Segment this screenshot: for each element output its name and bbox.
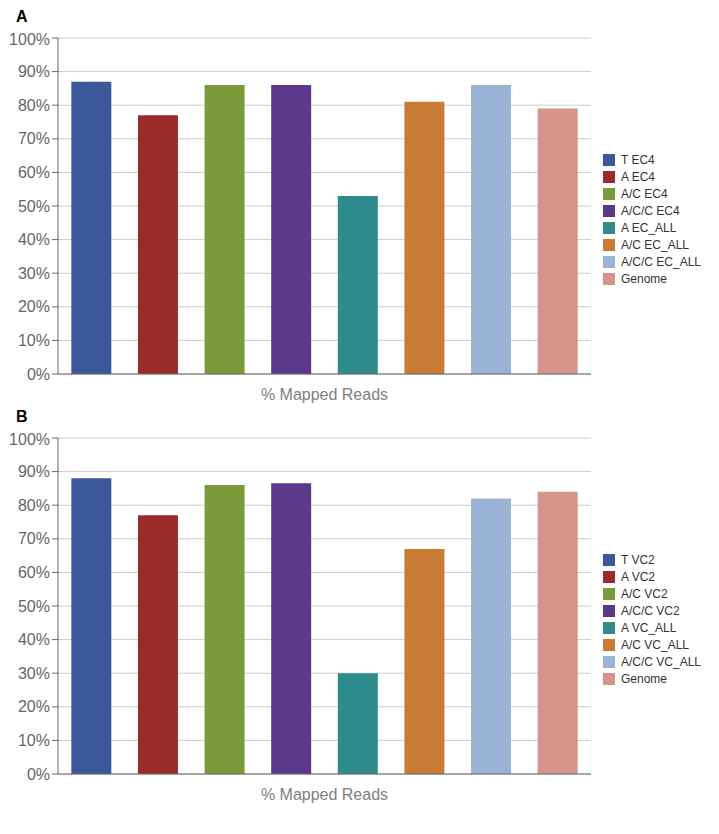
svg-text:60%: 60% (18, 164, 50, 181)
svg-text:10%: 10% (18, 732, 50, 749)
svg-text:50%: 50% (18, 598, 50, 615)
html-text:A/C EC_ALL: A/C EC_ALL (621, 237, 689, 252)
html-text:Genome: Genome (621, 671, 667, 686)
svg-text:50%: 50% (18, 198, 50, 215)
html-text:A/C/C VC2: A/C/C VC2 (621, 603, 680, 618)
html-text:T VC2: T VC2 (621, 552, 655, 567)
html-text:A/C/C EC4: A/C/C EC4 (621, 203, 680, 218)
html-text:A/C EC4: A/C EC4 (621, 186, 668, 201)
html-text:A/C/C EC_ALL: A/C/C EC_ALL (621, 254, 701, 269)
html-text:A EC4: A EC4 (621, 169, 655, 184)
html-text:A/C VC2: A/C VC2 (621, 586, 668, 601)
svg-text:30%: 30% (18, 665, 50, 682)
svg-text:10%: 10% (18, 332, 50, 349)
html-text:T EC4: T EC4 (621, 152, 655, 167)
svg-text:80%: 80% (18, 97, 50, 114)
html-text:A VC_ALL: A VC_ALL (621, 620, 677, 635)
svg-text:20%: 20% (18, 698, 50, 715)
svg-text:40%: 40% (18, 231, 50, 248)
svg-text:100%: 100% (9, 31, 50, 48)
svg-text:% Mapped Reads: % Mapped Reads (261, 786, 388, 803)
svg-text:20%: 20% (18, 298, 50, 315)
svg-text:90%: 90% (18, 463, 50, 480)
svg-text:90%: 90% (18, 63, 50, 80)
html-text:A: A (16, 8, 28, 25)
svg-text:70%: 70% (18, 530, 50, 547)
html-text:A VC2: A VC2 (621, 569, 655, 584)
svg-text:100%: 100% (9, 431, 50, 448)
svg-text:% Mapped Reads: % Mapped Reads (261, 386, 388, 403)
html-text:B: B (16, 408, 28, 425)
html-text:A/C VC_ALL: A/C VC_ALL (621, 637, 689, 652)
svg-text:70%: 70% (18, 130, 50, 147)
html-text:A EC_ALL: A EC_ALL (621, 220, 677, 235)
html-text:A/C/C VC_ALL: A/C/C VC_ALL (621, 654, 701, 669)
svg-text:0%: 0% (27, 366, 50, 383)
svg-text:30%: 30% (18, 265, 50, 282)
svg-text:60%: 60% (18, 564, 50, 581)
svg-text:40%: 40% (18, 631, 50, 648)
svg-text:0%: 0% (27, 766, 50, 783)
html-text:Genome: Genome (621, 271, 667, 286)
svg-text:80%: 80% (18, 497, 50, 514)
